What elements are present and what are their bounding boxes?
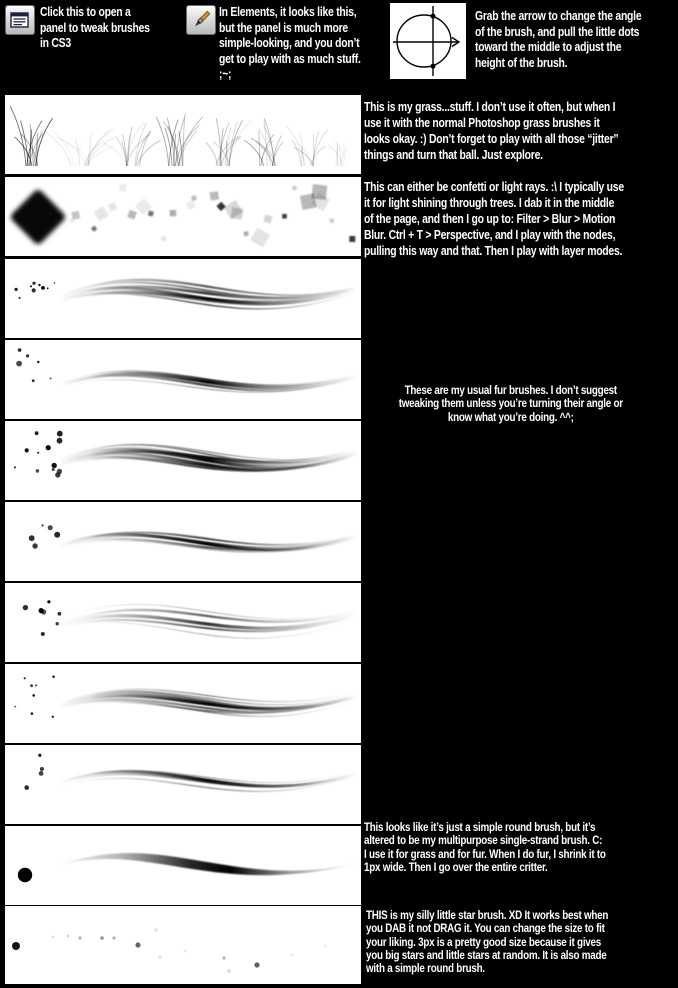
caption-stars: THIS is my silly little star brush. XD I… xyxy=(366,908,609,976)
brush-sample-panel-fur-2 xyxy=(5,340,361,419)
fur-1-brush-art xyxy=(14,278,359,310)
grass-brush-art xyxy=(9,105,348,167)
fur-5-brush-art xyxy=(22,600,359,639)
note-angle: Grab the arrow to change the angle of th… xyxy=(475,8,642,70)
brush-sample-panel-fur-3 xyxy=(5,421,361,500)
brush-sample-panel-fur-4 xyxy=(5,502,361,581)
brush-sample-panel-grass xyxy=(5,95,361,174)
note-cs3: Click this to open a panel to tweak brus… xyxy=(40,4,150,50)
single-strand-brush-art xyxy=(17,853,355,883)
fur-6-brush-art xyxy=(14,675,359,718)
brush-sample-panel-fur-7 xyxy=(5,745,361,824)
fur-4-brush-art xyxy=(28,524,359,553)
caption-grass: This is my grass...stuff. I don’t use it… xyxy=(364,99,619,162)
brush-angle-circle-icon xyxy=(393,6,461,76)
stars-brush-art xyxy=(12,928,327,973)
fur-3-brush-art xyxy=(13,430,359,478)
brushes-panel-icon xyxy=(10,11,29,28)
brush-sample-panel-fur-5 xyxy=(5,583,361,662)
caption-fur: These are my usual fur brushes. I don’t … xyxy=(398,383,623,424)
caption-confetti: This can either be confetti or light ray… xyxy=(364,179,624,258)
brush-sample-panel-stars xyxy=(5,906,361,984)
elements-brush-button[interactable] xyxy=(186,5,216,35)
confetti-brush-art xyxy=(11,183,356,248)
brush-angle-diagram xyxy=(390,3,466,79)
note-elements: In Elements, it looks like this, but the… xyxy=(219,4,361,81)
brush-sample-panel-single-strand xyxy=(5,826,361,905)
brushes-panel-button[interactable] xyxy=(5,5,35,35)
fur-2-brush-art xyxy=(16,348,359,394)
brush-sample-panel-fur-1 xyxy=(5,259,361,338)
fur-7-brush-art xyxy=(24,753,359,793)
brush-sample-panel-fur-6 xyxy=(5,664,361,743)
brush-sample-panel-confetti xyxy=(5,177,361,256)
paintbrush-icon xyxy=(195,10,211,27)
caption-single-strand: This looks like it’s just a simple round… xyxy=(364,820,606,874)
